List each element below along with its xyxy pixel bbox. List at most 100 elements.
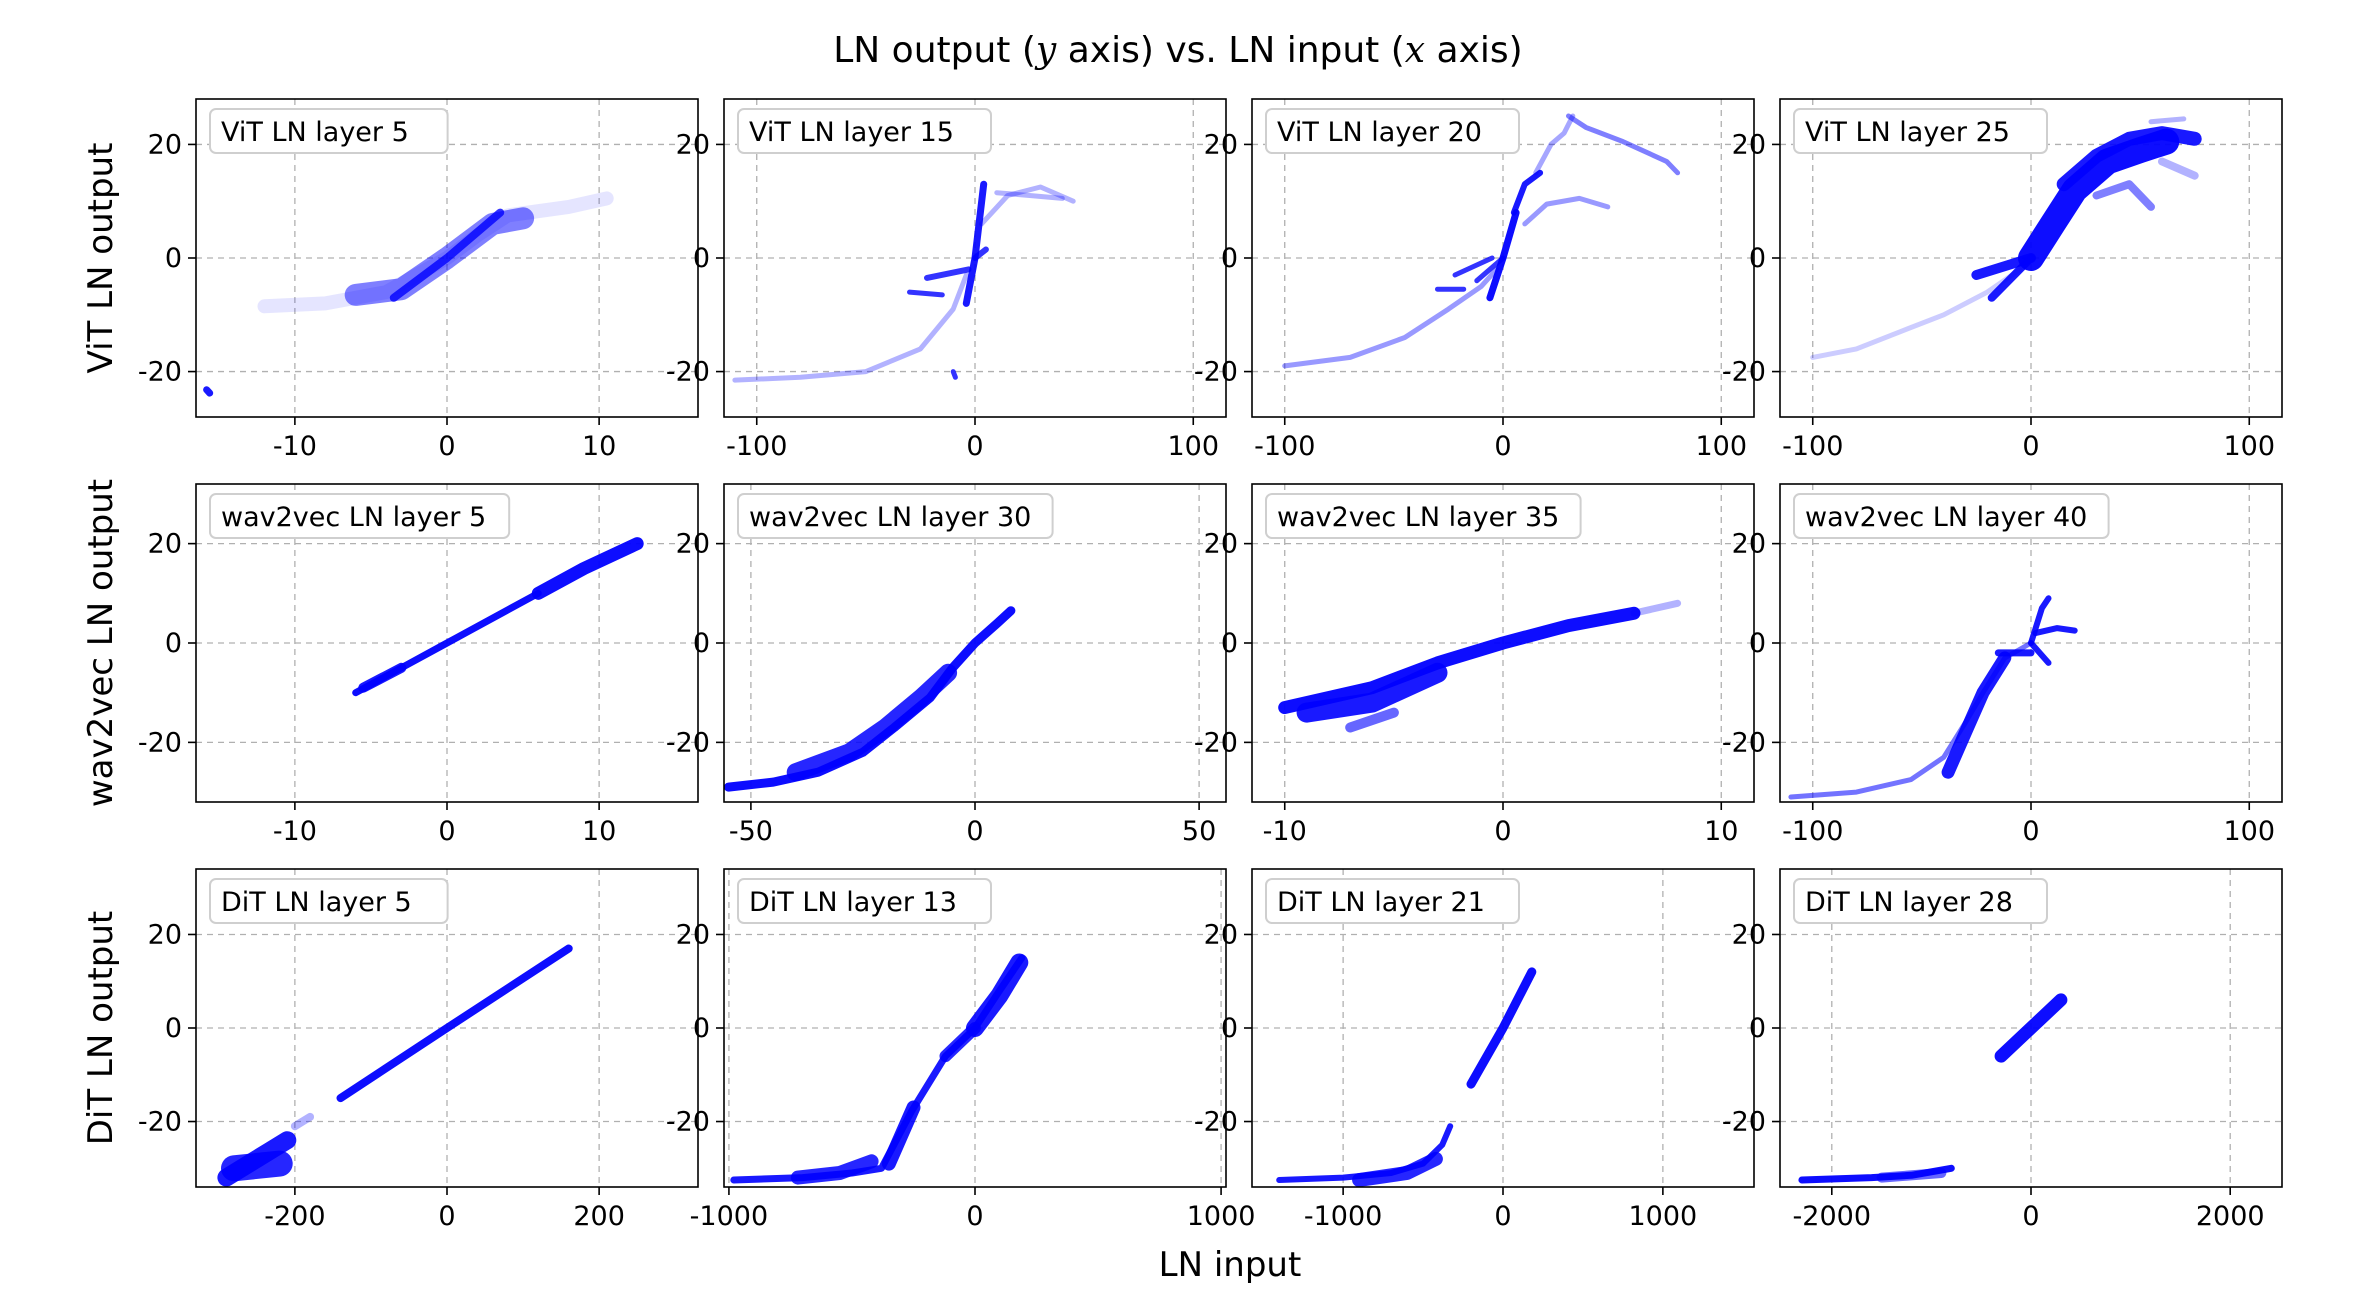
x-tick-label: 100 — [1695, 431, 1747, 462]
legend-box — [1265, 493, 1582, 539]
legend-box — [209, 493, 511, 539]
legend-box — [209, 108, 449, 154]
scatter-series — [2092, 180, 2155, 211]
legend-label: DiT LN layer 13 — [749, 887, 957, 918]
scatter-series — [203, 386, 214, 397]
x-tick-label: 0 — [438, 431, 455, 462]
y-tick-label: -20 — [1194, 1107, 1238, 1138]
y-tick-label: -20 — [666, 727, 710, 758]
scatter-series — [1296, 662, 1448, 723]
x-tick-label: 0 — [966, 1201, 983, 1232]
y-tick-label: -20 — [1722, 1107, 1766, 1138]
x-tick-label: 10 — [582, 816, 616, 847]
scatter-series — [732, 272, 969, 383]
scatter-series — [344, 207, 535, 306]
x-tick-label: 1000 — [1187, 1201, 1256, 1232]
scatter-points — [1798, 993, 2068, 1184]
scatter-series — [2018, 128, 2180, 271]
scatter-series — [1630, 599, 1682, 617]
scatter-series — [1282, 266, 1499, 369]
y-axis-label: DiT LN output — [81, 911, 121, 1146]
scatter-points — [730, 953, 1029, 1185]
x-tick-label: 100 — [1167, 431, 1219, 462]
scatter-series — [358, 662, 407, 693]
scatter-series — [1810, 266, 2023, 360]
x-tick-label: -200 — [264, 1201, 325, 1232]
y-tick-label: -20 — [1722, 357, 1766, 388]
x-tick-label: 0 — [2022, 816, 2039, 847]
x-tick-label: 0 — [2022, 1201, 2039, 1232]
panel-wav2vec-ln-layer-5: -10 0 10 -20 0 20 wav2vec LN layer 5 wav2vec LN… — [81, 479, 699, 847]
x-tick-label: 0 — [438, 1201, 455, 1232]
scatter-points — [1276, 967, 1537, 1187]
scatter-series — [531, 537, 644, 600]
scatter-series — [1876, 1168, 1947, 1183]
y-tick-label: 0 — [165, 628, 182, 659]
y-tick-label: 20 — [1732, 129, 1766, 160]
y-tick-label: -20 — [1194, 357, 1238, 388]
x-tick-label: 100 — [2223, 816, 2275, 847]
y-tick-label: 0 — [165, 243, 182, 274]
y-tick-label: -20 — [1194, 727, 1238, 758]
scatter-points — [1810, 116, 2202, 360]
panel-vit-ln-layer-15: -100 0 100 -20 0 20 ViT LN layer 15 — [666, 98, 1227, 462]
panel-wav2vec-ln-layer-40: -100 0 100 -20 0 20 wav2vec LN layer 40 — [1722, 483, 2283, 847]
scatter-series — [2158, 157, 2199, 180]
scatter-points — [1282, 113, 1681, 369]
y-tick-label: 0 — [1221, 1013, 1238, 1044]
scatter-series — [979, 184, 1076, 227]
y-tick-label: 0 — [693, 1013, 710, 1044]
scatter-series — [1941, 651, 2012, 779]
legend-label: ViT LN layer 15 — [749, 117, 954, 148]
scatter-series — [1474, 255, 1506, 284]
scatter-series — [1345, 707, 1399, 733]
y-tick-label: 20 — [1204, 919, 1238, 950]
x-tick-label: 0 — [1494, 431, 1511, 462]
legend-label: ViT LN layer 5 — [221, 117, 409, 148]
scatter-series — [881, 1100, 921, 1171]
y-axis-label: ViT LN output — [81, 143, 121, 374]
y-tick-label: -20 — [138, 1107, 182, 1138]
legend-label: ViT LN layer 25 — [1805, 117, 2010, 148]
legend-box — [1793, 878, 2048, 924]
x-tick-label: 0 — [438, 816, 455, 847]
scatter-series — [1566, 113, 1681, 176]
legend-box — [1793, 108, 2048, 154]
legend-box — [737, 878, 992, 924]
scatter-series — [730, 954, 1026, 1184]
scatter-series — [1278, 606, 1641, 715]
x-tick-label: -100 — [1782, 816, 1843, 847]
scatter-series — [336, 944, 573, 1103]
y-tick-label: 0 — [165, 1013, 182, 1044]
y-tick-label: 0 — [1221, 628, 1238, 659]
scatter-points — [352, 537, 644, 697]
x-tick-label: -100 — [1782, 431, 1843, 462]
legend-label: wav2vec LN layer 40 — [1805, 502, 2087, 533]
y-tick-label: 20 — [676, 129, 710, 160]
scatter-series — [1994, 993, 2068, 1063]
y-tick-label: -20 — [138, 357, 182, 388]
legend-box — [1265, 108, 1520, 154]
y-tick-label: 20 — [1732, 919, 1766, 950]
legend-box — [737, 493, 1054, 539]
y-tick-label: 20 — [1204, 129, 1238, 160]
y-tick-label: 0 — [1221, 243, 1238, 274]
scatter-series — [2056, 126, 2202, 192]
legend-label: wav2vec LN layer 30 — [749, 502, 1031, 533]
x-tick-label: -1000 — [1304, 1201, 1382, 1232]
y-tick-label: 0 — [693, 243, 710, 274]
x-tick-label: -1000 — [690, 1201, 768, 1232]
panel-vit-ln-layer-25: -100 0 100 -20 0 20 ViT LN layer 25 — [1722, 98, 2283, 462]
scatter-series — [2032, 625, 2078, 637]
y-tick-label: 0 — [1749, 628, 1766, 659]
x-tick-label: -50 — [729, 816, 773, 847]
y-tick-label: 20 — [676, 919, 710, 950]
y-tick-label: -20 — [666, 1107, 710, 1138]
scatter-series — [221, 1150, 293, 1182]
x-tick-label: 10 — [582, 431, 616, 462]
panel-vit-ln-layer-20: -100 0 100 -20 0 20 ViT LN layer 20 — [1194, 98, 1755, 462]
y-tick-label: -20 — [666, 357, 710, 388]
